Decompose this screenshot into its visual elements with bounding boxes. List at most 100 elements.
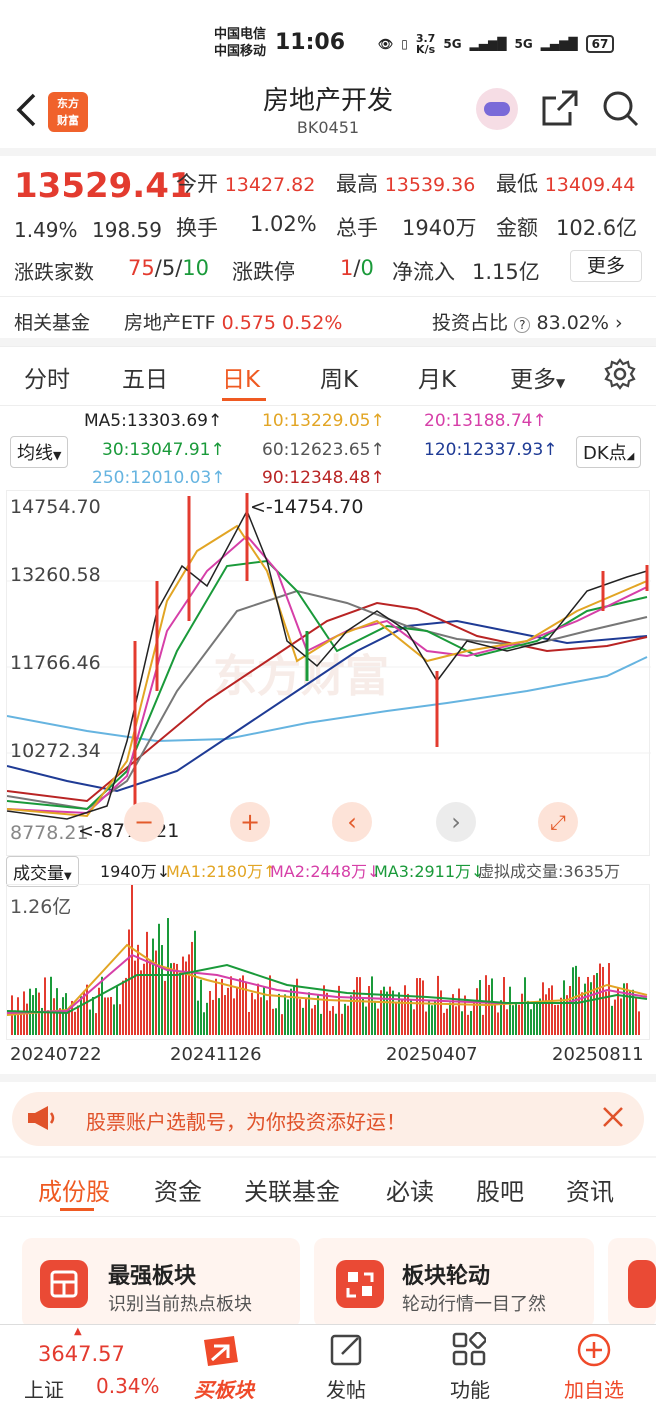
tab-monthly-k[interactable]: 月K (418, 367, 457, 393)
buy-sector-icon[interactable] (198, 1332, 244, 1376)
volume-bar (143, 963, 145, 1035)
nav-post[interactable]: 发帖 (326, 1378, 366, 1402)
tab-related-funds[interactable]: 关联基金 (244, 1178, 340, 1206)
zoom-out-button[interactable]: − (124, 802, 164, 842)
tab-more[interactable]: 更多▼ (510, 367, 566, 393)
invest-ratio[interactable]: 投资占比 ? 83.02% › (432, 312, 623, 334)
tab-weekly-k[interactable]: 周K (320, 367, 359, 393)
volume-bar (242, 975, 244, 1035)
volume-bar (416, 978, 418, 1035)
tab-daily-k[interactable]: 日K (222, 367, 261, 393)
card-title: 最强板块 (108, 1264, 197, 1289)
settings-icon[interactable] (604, 358, 636, 394)
dk-point-button[interactable]: DK点◢ (576, 436, 642, 468)
down-count: 10 (182, 256, 209, 280)
volume-bar (578, 976, 580, 1035)
nav-functions[interactable]: 功能 (450, 1378, 490, 1402)
volume-bar (89, 1009, 91, 1035)
ma-selector[interactable]: 均线▼ (10, 436, 69, 468)
share-icon[interactable] (540, 88, 580, 128)
volume-bar (410, 999, 412, 1035)
flat-count: 5 (161, 256, 176, 280)
carrier-1: 中国电信 (214, 27, 267, 42)
volume-bar (401, 999, 403, 1035)
divider (0, 1156, 656, 1158)
kline-chart[interactable]: 东方财富 (6, 490, 651, 856)
volume-bar (125, 977, 127, 1035)
volume-bar (560, 997, 562, 1035)
ma90-value: 90:12348.48↑ (262, 468, 385, 488)
add-watchlist-icon[interactable] (576, 1332, 612, 1372)
volume-bar (623, 983, 625, 1035)
volume-bar (467, 1014, 469, 1035)
tab-must-read[interactable]: 必读 (386, 1178, 434, 1206)
volume-bar (149, 961, 151, 1035)
volume-bar (395, 1001, 397, 1035)
scroll-right-button[interactable]: › (436, 802, 476, 842)
volume-bar (587, 976, 589, 1035)
tab-five-day[interactable]: 五日 (122, 367, 168, 393)
volume-bar (284, 994, 286, 1035)
volume-bar (227, 987, 229, 1035)
up-arrow-icon: ▲ (74, 1326, 82, 1337)
volume-bar (317, 994, 319, 1035)
volume-bar (191, 941, 193, 1035)
volume-bar (119, 1004, 121, 1035)
net-speed: 3.7 K/s (415, 32, 436, 56)
period-tabs (0, 346, 656, 406)
nav-buy-sector[interactable]: 买板块 (194, 1378, 254, 1402)
close-icon[interactable] (600, 1104, 626, 1134)
volume-bar (146, 931, 148, 1035)
volume-bar (512, 1005, 514, 1035)
tab-funds-flow[interactable]: 资金 (154, 1178, 202, 1206)
zoom-in-button[interactable]: + (230, 802, 270, 842)
tab-intraday[interactable]: 分时 (24, 367, 70, 393)
volume-bar (449, 1002, 451, 1035)
tab-constituents[interactable]: 成份股 (38, 1178, 110, 1206)
volume-bar (374, 1000, 376, 1035)
nav-add-watchlist[interactable]: 加自选 (564, 1378, 624, 1402)
volume-bar (137, 944, 139, 1035)
tab-news[interactable]: 资讯 (566, 1178, 614, 1206)
index-value[interactable]: 3647.57 (38, 1342, 125, 1366)
fullscreen-icon[interactable]: ⤢ (538, 802, 578, 842)
index-change[interactable]: 0.34% (96, 1374, 160, 1398)
volume-bar (470, 1011, 472, 1035)
index-name[interactable]: 上证 (24, 1378, 64, 1402)
volume-bar (500, 1000, 502, 1035)
ma120-value: 120:12337.93↑ (424, 440, 558, 460)
promo-banner[interactable] (12, 1092, 644, 1146)
volume-bar (224, 995, 226, 1035)
banner-text[interactable]: 股票账户选靓号，为你投资添好运！ (86, 1110, 406, 1134)
tab-forum[interactable]: 股吧 (476, 1178, 524, 1206)
volume-bar (68, 1008, 70, 1035)
volume-max-label: 1.26亿 (10, 896, 72, 918)
volume-bar (173, 962, 175, 1035)
volume-bar (404, 985, 406, 1035)
volume-bar (233, 998, 235, 1035)
functions-icon[interactable] (452, 1331, 487, 1370)
volume-bar (86, 984, 88, 1035)
volume-chart[interactable] (6, 884, 650, 1040)
volume-bar (425, 1011, 427, 1035)
scroll-left-button[interactable]: ‹ (332, 802, 372, 842)
post-icon[interactable] (330, 1332, 364, 1370)
volume-bar (386, 991, 388, 1035)
search-icon[interactable] (600, 88, 640, 128)
related-fund[interactable]: 房地产ETF 0.575 0.52% (124, 312, 343, 334)
volume-bar (50, 976, 52, 1035)
volume-bar (314, 1004, 316, 1035)
volume-bar (422, 980, 424, 1035)
volume-bar (248, 1011, 250, 1035)
volume-bar (611, 1005, 613, 1035)
volume-bar (383, 986, 385, 1035)
card-title: 板块轮动 (402, 1264, 491, 1289)
back-icon[interactable] (14, 92, 38, 135)
y-tick-3: 11766.46 (10, 652, 101, 674)
volume-selector[interactable]: 成交量▼ (6, 856, 79, 887)
assistant-robot-icon[interactable] (476, 88, 518, 130)
volume-bar (215, 978, 217, 1035)
volume-bar (230, 976, 232, 1035)
volume-bar (293, 985, 295, 1035)
more-button[interactable]: 更多 (570, 250, 642, 282)
